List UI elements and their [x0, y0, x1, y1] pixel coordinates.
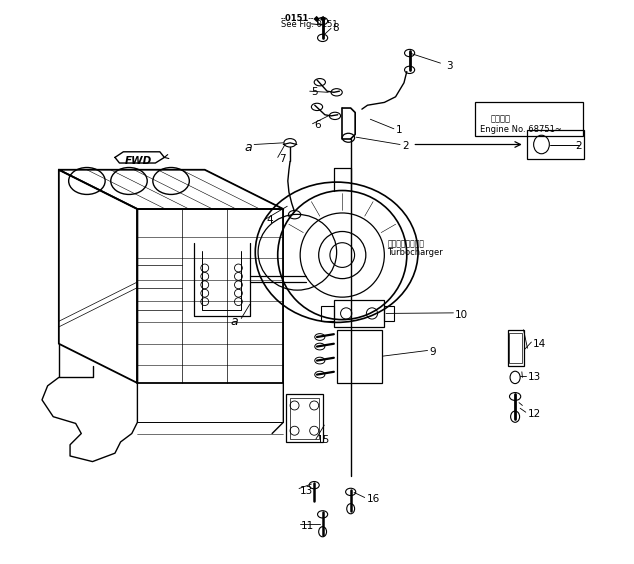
Bar: [286, 394, 323, 442]
Text: FWD: FWD: [125, 156, 152, 166]
Text: 13: 13: [527, 372, 541, 382]
Text: 10: 10: [455, 310, 468, 320]
Text: 1: 1: [396, 125, 402, 135]
Text: 12: 12: [527, 409, 541, 419]
Text: 14: 14: [533, 339, 547, 349]
Text: 2: 2: [575, 141, 582, 151]
Text: 4: 4: [266, 215, 273, 225]
Text: 8: 8: [332, 23, 339, 33]
Bar: [290, 398, 320, 439]
Text: 9: 9: [429, 347, 436, 357]
Text: 11: 11: [301, 521, 314, 531]
Bar: [527, 130, 583, 158]
Text: ╌0151╌◆◆: ╌0151╌◆◆: [280, 12, 327, 21]
Bar: [334, 300, 384, 327]
Bar: [384, 306, 394, 321]
Text: 6: 6: [314, 120, 321, 130]
Bar: [337, 330, 382, 383]
Text: See Fig. 0151: See Fig. 0151: [280, 20, 337, 29]
Text: 2: 2: [403, 141, 409, 151]
Text: a: a: [230, 315, 238, 328]
Text: 5: 5: [311, 87, 318, 98]
Bar: [321, 306, 334, 321]
Bar: [476, 103, 583, 136]
Text: 16: 16: [366, 494, 380, 504]
Text: Engine No. 68751~: Engine No. 68751~: [480, 125, 562, 134]
Text: a: a: [244, 141, 252, 154]
Bar: [509, 333, 522, 363]
Text: 13: 13: [300, 486, 313, 496]
Text: ターボチャージャ: ターボチャージャ: [387, 239, 424, 248]
Text: 7: 7: [279, 153, 285, 164]
Text: 15: 15: [317, 435, 330, 445]
Text: 適用番号: 適用番号: [491, 114, 511, 124]
Bar: [508, 330, 524, 366]
Text: 3: 3: [446, 61, 453, 71]
Text: Turbocharger: Turbocharger: [387, 248, 443, 257]
